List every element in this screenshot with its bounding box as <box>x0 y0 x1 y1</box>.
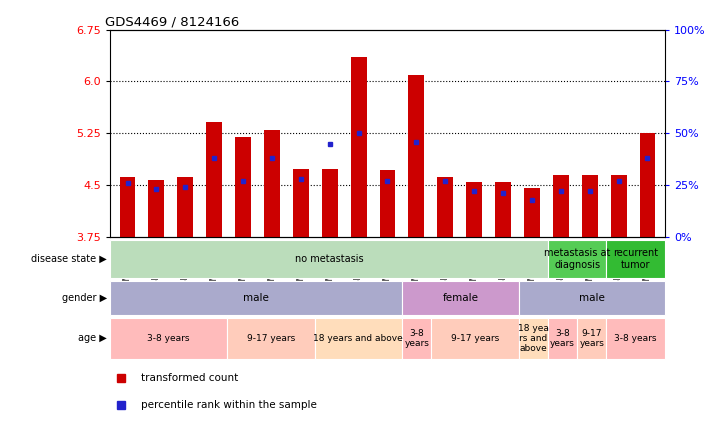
Bar <box>548 240 606 278</box>
Text: 3-8 years: 3-8 years <box>147 334 190 343</box>
Text: gender ▶: gender ▶ <box>62 293 107 303</box>
Bar <box>235 137 251 237</box>
Bar <box>402 318 432 359</box>
Bar <box>110 318 227 359</box>
Bar <box>466 182 482 237</box>
Bar <box>519 318 548 359</box>
Text: male: male <box>243 293 269 303</box>
Bar <box>119 177 136 237</box>
Bar <box>437 177 453 237</box>
Bar <box>606 318 665 359</box>
Text: 9-17 years: 9-17 years <box>451 334 499 343</box>
Bar <box>611 175 626 237</box>
Text: 18 years and above: 18 years and above <box>314 334 403 343</box>
Text: age ▶: age ▶ <box>78 333 107 343</box>
Text: disease state ▶: disease state ▶ <box>31 254 107 264</box>
Text: recurrent
tumor: recurrent tumor <box>613 248 658 270</box>
Text: female: female <box>442 293 479 303</box>
Bar <box>548 318 577 359</box>
Bar <box>110 281 402 315</box>
Bar <box>177 177 193 237</box>
Bar <box>402 281 519 315</box>
Bar <box>432 318 519 359</box>
Bar <box>351 57 367 237</box>
Bar <box>524 188 540 237</box>
Text: 18 yea
rs and
above: 18 yea rs and above <box>518 324 549 353</box>
Bar <box>110 240 548 278</box>
Bar <box>553 175 569 237</box>
Text: transformed count: transformed count <box>141 373 238 383</box>
Bar <box>577 318 606 359</box>
Bar <box>264 130 280 237</box>
Bar <box>582 175 598 237</box>
Text: 3-8
years: 3-8 years <box>405 329 429 348</box>
Text: no metastasis: no metastasis <box>295 254 363 264</box>
Bar <box>227 318 314 359</box>
Text: male: male <box>579 293 605 303</box>
Bar <box>380 170 395 237</box>
Bar <box>639 133 656 237</box>
Text: metastasis at
diagnosis: metastasis at diagnosis <box>544 248 611 270</box>
Bar <box>206 121 222 237</box>
Text: 3-8 years: 3-8 years <box>614 334 657 343</box>
Text: 3-8
years: 3-8 years <box>550 329 575 348</box>
Text: 9-17 years: 9-17 years <box>247 334 295 343</box>
Bar <box>519 281 665 315</box>
Bar <box>606 240 665 278</box>
Bar <box>408 74 424 237</box>
Bar <box>149 180 164 237</box>
Text: percentile rank within the sample: percentile rank within the sample <box>141 400 316 409</box>
Bar <box>322 169 338 237</box>
Text: 9-17
years: 9-17 years <box>579 329 604 348</box>
Bar <box>293 169 309 237</box>
Text: GDS4469 / 8124166: GDS4469 / 8124166 <box>105 16 239 28</box>
Bar <box>314 318 402 359</box>
Bar <box>495 182 511 237</box>
